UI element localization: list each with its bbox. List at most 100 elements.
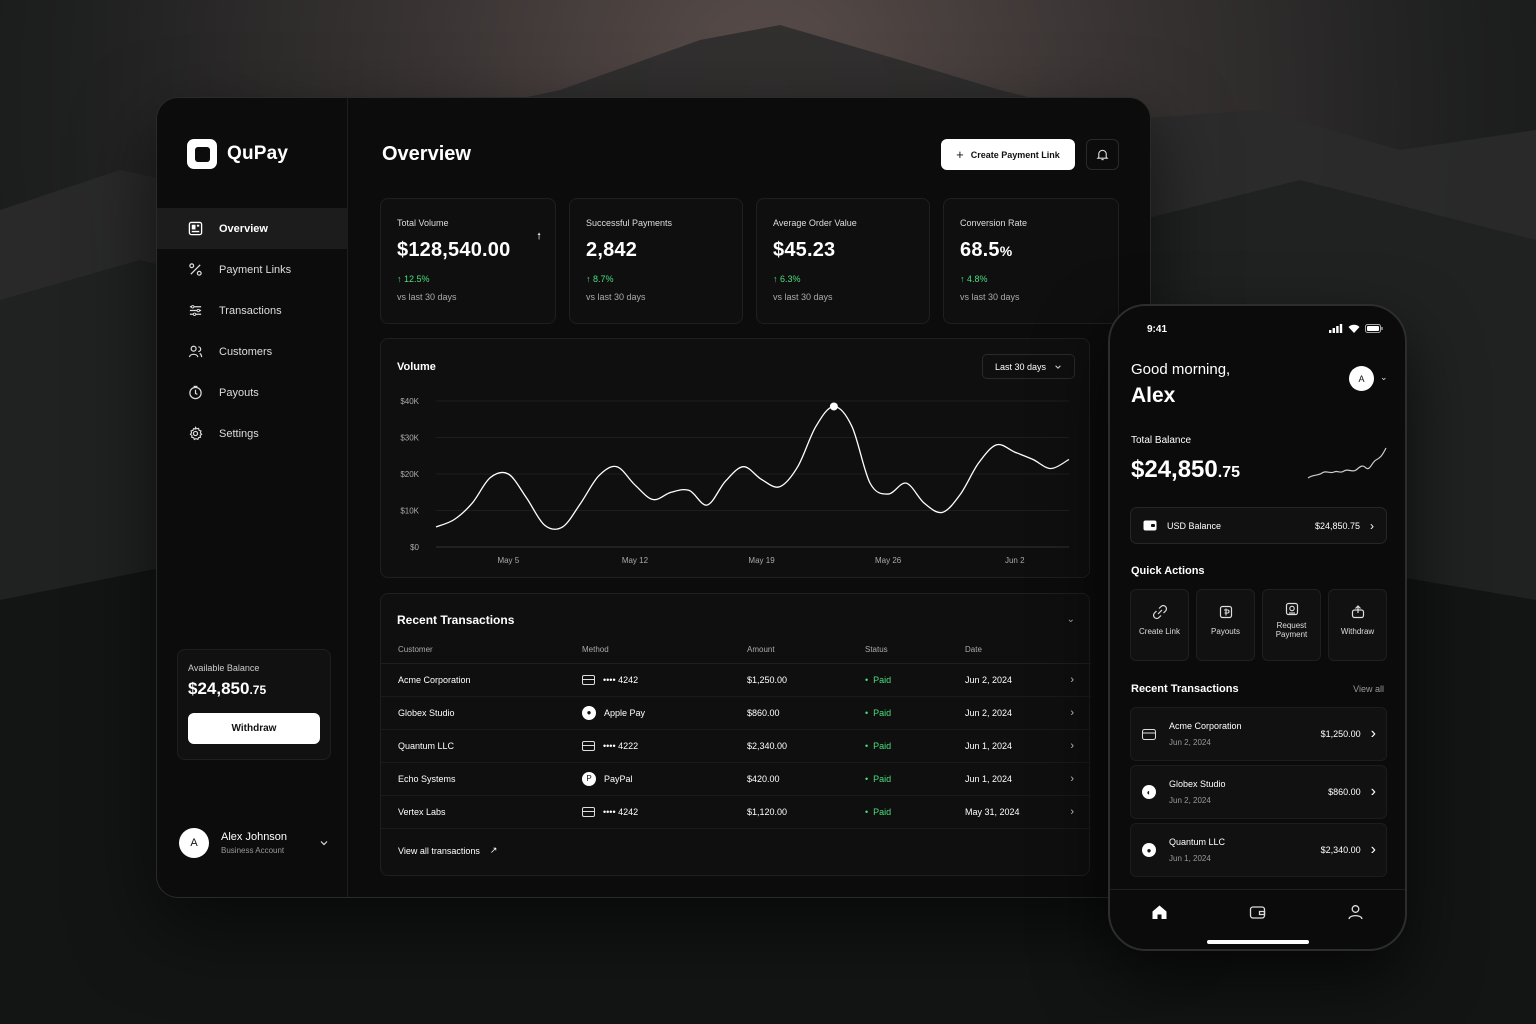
- card-icon: [582, 674, 595, 685]
- signal-icon: [1329, 324, 1343, 333]
- status-cell: Paid: [865, 795, 965, 829]
- sidebar-item-label: Payouts: [219, 386, 259, 399]
- chevron-down-icon[interactable]: ⌄: [1066, 614, 1075, 625]
- stat-label: Average Order Value: [773, 218, 857, 228]
- chevron-down-icon[interactable]: ⌄: [1380, 372, 1388, 382]
- user-menu[interactable]: A Alex Johnson Business Account: [179, 828, 329, 858]
- x-tick-label: May 26: [875, 556, 902, 565]
- sidebar-item-customers[interactable]: Customers: [157, 331, 348, 372]
- column-header: Customer: [381, 636, 582, 664]
- quick-action-payouts[interactable]: Payouts: [1196, 589, 1255, 661]
- chevron-right-icon[interactable]: ›: [1051, 762, 1091, 796]
- quick-actions-title: Quick Actions: [1131, 565, 1205, 577]
- notifications-button[interactable]: [1086, 139, 1119, 170]
- view-all-transactions-link[interactable]: View all transactions ↗: [398, 845, 497, 856]
- date-cell: Jun 1, 2024: [965, 762, 1051, 796]
- stat-card-conversion-rate[interactable]: Conversion Rate 68.5% ↑ 4.8% vs last 30 …: [943, 198, 1119, 324]
- chevron-right-icon: ›: [1370, 841, 1376, 858]
- customer-cell: Echo Systems: [381, 762, 582, 796]
- link-icon: [1152, 605, 1167, 619]
- usd-balance-row[interactable]: USD Balance $24,850.75 ›: [1130, 507, 1387, 544]
- list-item[interactable]: ◐ Globex Studio Jun 2, 2024 $860.00 ›: [1130, 765, 1387, 819]
- customer-cell: Vertex Labs: [381, 795, 582, 829]
- sidebar-item-transactions[interactable]: Transactions: [157, 290, 348, 331]
- avatar: A: [179, 828, 209, 858]
- quick-action-request-payment[interactable]: Request Payment: [1262, 589, 1321, 661]
- app-logo[interactable]: QuPay: [187, 139, 288, 169]
- chevron-right-icon[interactable]: ›: [1051, 729, 1091, 763]
- list-item[interactable]: Acme Corporation Jun 2, 2024 $1,250.00 ›: [1130, 707, 1387, 761]
- avatar[interactable]: A: [1349, 366, 1374, 391]
- list-item[interactable]: ● Quantum LLC Jun 1, 2024 $2,340.00 ›: [1130, 823, 1387, 877]
- home-icon[interactable]: [1151, 904, 1168, 920]
- table-row[interactable]: Globex Studio● Apple Pay $860.00Paid Jun 2,…: [381, 696, 1091, 730]
- quick-action-label: Create Link: [1139, 627, 1180, 636]
- app-name: QuPay: [227, 143, 289, 164]
- payment-method-icon: ◐: [1142, 785, 1156, 799]
- greeting: Good morning,: [1131, 361, 1231, 378]
- stat-value: 2,842: [586, 239, 638, 261]
- status-badge: Paid: [865, 741, 891, 751]
- table-row[interactable]: Vertex Labs •••• 4242 $1,120.00Paid May 31,…: [381, 795, 1091, 829]
- column-header: Status: [865, 636, 965, 664]
- stat-change: ↑ 6.3%: [773, 274, 801, 284]
- status-badge: Paid: [865, 807, 891, 817]
- view-all-link[interactable]: View all: [1353, 684, 1384, 694]
- create-button-label: Create Payment Link: [970, 149, 1060, 160]
- chevron-right-icon[interactable]: ›: [1051, 696, 1091, 730]
- withdraw-button[interactable]: Withdraw: [188, 713, 320, 744]
- request-icon: [1285, 602, 1298, 616]
- chevron-right-icon[interactable]: ›: [1051, 795, 1091, 829]
- chevron-right-icon[interactable]: ›: [1051, 663, 1091, 697]
- sidebar: QuPay Overview Payment Links Transaction…: [157, 98, 348, 897]
- date-cell: Jun 2, 2024: [965, 663, 1051, 697]
- wallet-icon[interactable]: [1249, 904, 1266, 920]
- method-cell: •••• 4242: [582, 795, 747, 829]
- date-range-select[interactable]: Last 30 days: [982, 354, 1075, 379]
- sidebar-item-payouts[interactable]: Payouts: [157, 372, 348, 413]
- x-tick-label: May 19: [748, 556, 775, 565]
- method-cell: P PayPal: [582, 762, 747, 796]
- bell-icon: [1096, 149, 1109, 161]
- stat-label: Successful Payments: [586, 218, 673, 228]
- sidebar-item-label: Payment Links: [219, 263, 292, 276]
- stat-change: ↑ 12.5%: [397, 274, 430, 284]
- stat-value: $128,540.00: [397, 239, 511, 261]
- sidebar-item-settings[interactable]: Settings: [157, 413, 348, 454]
- y-tick-label: $10K: [400, 507, 419, 516]
- stat-card-total-volume[interactable]: Total Volume $128,540.00 ↑ 12.5% vs last…: [380, 198, 556, 324]
- bottom-tab-bar: [1110, 889, 1405, 949]
- amount-cell: $420.00: [747, 762, 865, 796]
- sidebar-item-payment-links[interactable]: Payment Links: [157, 249, 348, 290]
- volume-line-chart[interactable]: $0 $10K $20K $30K $40K May 5 May 12 May 19 May 2…: [381, 339, 1091, 579]
- sidebar-item-label: Settings: [219, 427, 259, 440]
- sidebar-item-overview[interactable]: Overview: [157, 208, 348, 249]
- stat-card-average-order-value[interactable]: Average Order Value $45.23 ↑ 6.3% vs las…: [756, 198, 930, 324]
- table-row[interactable]: Quantum LLC •••• 4222 $2,340.00Paid Jun 1, …: [381, 729, 1091, 763]
- method-cell: ● Apple Pay: [582, 696, 747, 730]
- home-indicator: [1207, 940, 1309, 944]
- stat-sub: vs last 30 days: [586, 292, 646, 302]
- quick-action-create-link[interactable]: Create Link: [1130, 589, 1189, 661]
- x-tick-label: May 5: [497, 556, 519, 565]
- table-header-row: Customer Method Amount Status Date: [381, 636, 1091, 664]
- section-title: Recent Transactions: [397, 613, 515, 627]
- total-balance-amount: $24,850.75: [1131, 456, 1241, 483]
- recent-transactions-title: Recent Transactions: [1131, 683, 1239, 695]
- quick-action-label: Payouts: [1211, 627, 1240, 636]
- transaction-name: Acme Corporation: [1169, 721, 1242, 731]
- create-payment-link-button[interactable]: + Create Payment Link: [941, 139, 1075, 170]
- quick-action-withdraw[interactable]: Withdraw: [1328, 589, 1387, 661]
- stat-card-successful-payments[interactable]: Successful Payments 2,842 ↑ 8.7% vs last…: [569, 198, 743, 324]
- battery-icon: [1365, 324, 1383, 333]
- amount-cell: $1,250.00: [747, 663, 865, 697]
- table-row[interactable]: Acme Corporation •••• 4242 $1,250.00Paid Ju…: [381, 663, 1091, 697]
- stat-sub: vs last 30 days: [397, 292, 457, 302]
- profile-icon[interactable]: [1347, 904, 1364, 920]
- stat-label: Total Volume: [397, 218, 449, 228]
- percent-link-icon: [189, 263, 202, 276]
- arrow-up-right-icon: ↗: [489, 845, 498, 855]
- chart-title: Volume: [397, 361, 436, 373]
- stat-change: ↑ 4.8%: [960, 274, 988, 284]
